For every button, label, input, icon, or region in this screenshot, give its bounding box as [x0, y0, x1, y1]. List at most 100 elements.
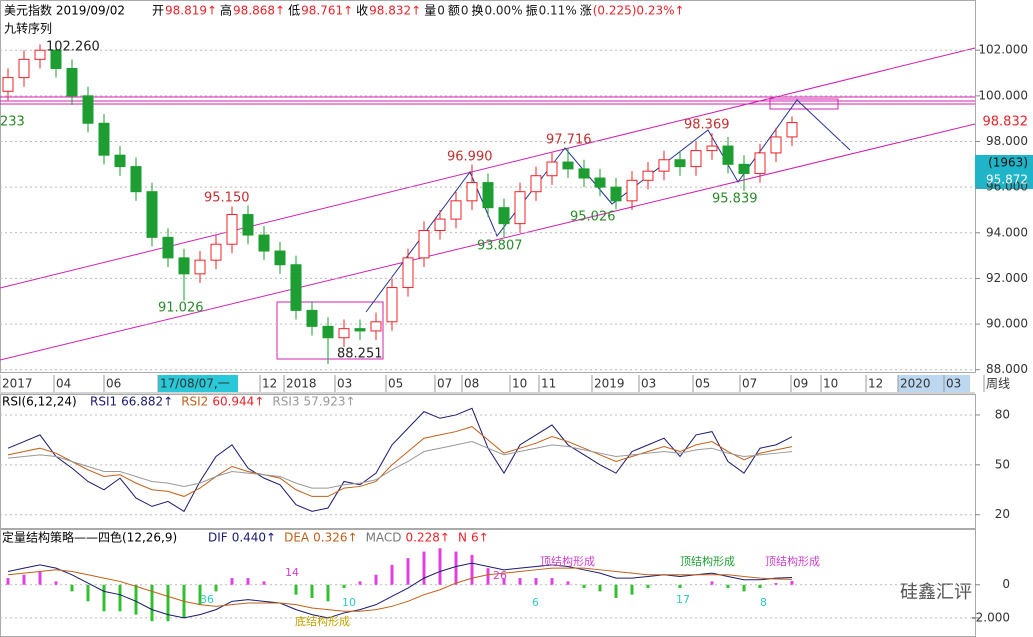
- price-annotation: 102.260: [46, 40, 100, 55]
- price-annotation: 93.807: [477, 239, 523, 254]
- macd-annotation: 顶结构形成: [540, 554, 595, 568]
- legend-name: DIF: [208, 531, 228, 545]
- macd-annotation: 36: [200, 593, 214, 606]
- macd-annotation: 底结构形成: [295, 614, 350, 628]
- quote-label: 振: [526, 4, 538, 18]
- candle-body: [50, 49, 62, 69]
- x-tick-label: 05: [695, 377, 710, 391]
- candle-body: [418, 230, 430, 259]
- date-highlight: [158, 375, 238, 392]
- quote-value: 0.11%: [539, 4, 577, 18]
- x-tick-label: 11: [541, 377, 556, 391]
- y-tick-label: 94.000: [986, 225, 1028, 239]
- macd-annotation: 26: [493, 569, 507, 582]
- price-annotation: 95.839: [712, 192, 758, 207]
- candle-body: [754, 152, 766, 174]
- candle-body: [306, 309, 318, 327]
- candle-body: [450, 200, 462, 220]
- rsi-frame: [0, 394, 976, 529]
- y-tick-label: 96.000: [986, 180, 1028, 194]
- candle-body: [546, 161, 558, 177]
- quote-label: 换: [471, 4, 483, 18]
- x-tick-label: 03: [946, 377, 961, 391]
- subtitle: 九转序列: [4, 21, 52, 36]
- quote-label: 高: [220, 3, 232, 18]
- quote-value: 98.832↑: [369, 4, 421, 18]
- x-tick-label: 2019: [594, 377, 625, 391]
- x-tick-label: 07: [437, 377, 452, 391]
- candle-body: [738, 163, 750, 174]
- candle-body: [658, 159, 670, 172]
- candle-body: [690, 150, 702, 168]
- quote-value: 98.868↑: [233, 4, 285, 18]
- candle-body: [98, 122, 110, 156]
- legend-text: 0.228↑: [406, 531, 450, 545]
- candle-body: [642, 170, 654, 181]
- legend-value: 60.944↑: [212, 395, 264, 409]
- macd-annotation: 顶结构形成: [680, 554, 735, 568]
- candle-body: [386, 287, 398, 323]
- x-tick-label: 2018: [286, 377, 317, 391]
- quote-label: 开: [152, 4, 164, 18]
- candle-body: [578, 168, 590, 179]
- title: 美元指数 2019/09/02: [4, 3, 125, 18]
- candle-body: [530, 175, 542, 193]
- candle-body: [402, 257, 414, 289]
- info-text: 95.872: [986, 173, 1028, 187]
- y-tick-label: 0: [1002, 577, 1010, 591]
- candle-body: [114, 154, 126, 168]
- candle-body: [514, 191, 526, 225]
- rsi-line: [7, 407, 793, 513]
- legend-name: DEA: [284, 531, 310, 545]
- quote-label: 涨: [580, 3, 592, 18]
- info-box: [975, 155, 1033, 189]
- x-tick-label: 2017: [2, 377, 33, 391]
- candle-body: [466, 182, 478, 202]
- candle-body: [66, 67, 78, 97]
- rsi-title: RSI(6,12,24): [2, 395, 77, 409]
- macd-line: [7, 567, 793, 612]
- frames: [0, 0, 976, 637]
- candle-body: [82, 95, 94, 124]
- candle-body: [130, 166, 142, 193]
- macd-annotation: 17: [676, 593, 690, 606]
- candle-body: [274, 250, 286, 266]
- macd-annotation: 8: [760, 596, 767, 609]
- rsi-line: [7, 426, 793, 497]
- x-tick-label: 2020: [900, 377, 931, 391]
- x-tick-label: 12: [868, 377, 883, 391]
- price-annotation: 97.716: [546, 133, 592, 148]
- quote-label: 额: [448, 4, 460, 18]
- x-tick-label: 09: [793, 377, 808, 391]
- candle-body: [194, 259, 206, 275]
- candle-body: [338, 328, 350, 339]
- x-tick-label: 12: [262, 377, 277, 391]
- candle-body: [626, 179, 638, 202]
- quote-value: 0: [461, 4, 469, 18]
- price-annotation: 233: [0, 115, 25, 130]
- candle-body: [242, 214, 254, 236]
- candle-body: [290, 264, 302, 311]
- legend-value: 57.923↑: [304, 395, 356, 409]
- y-tick-label: 50: [995, 457, 1010, 471]
- quote-label: 收: [356, 4, 368, 18]
- x-tick-label: 05: [388, 377, 403, 391]
- info-text: (1963): [988, 156, 1028, 170]
- macd-annotation: 10: [342, 596, 356, 609]
- price-annotation: 95.026: [570, 210, 616, 225]
- price-annotation: 91.026: [158, 301, 204, 316]
- legend-name: RSI3: [272, 395, 299, 409]
- candle-body: [354, 328, 366, 332]
- box: [276, 301, 384, 360]
- candle-body: [498, 207, 510, 225]
- y-tick-label: 20: [995, 507, 1010, 521]
- y-tick-label: -2.000: [971, 610, 1010, 624]
- macd-title: 定量结构策略——四色(12,26,9): [2, 530, 177, 545]
- candle-body: [482, 182, 494, 209]
- x-tick-label: 17/08/07,一: [160, 377, 230, 391]
- quote-label: 量: [424, 4, 436, 18]
- legend-text: N: [458, 531, 467, 545]
- legend-value: 66.882↑: [121, 395, 173, 409]
- x-tick-label: 08: [464, 377, 479, 391]
- channel-bottom: [0, 123, 976, 361]
